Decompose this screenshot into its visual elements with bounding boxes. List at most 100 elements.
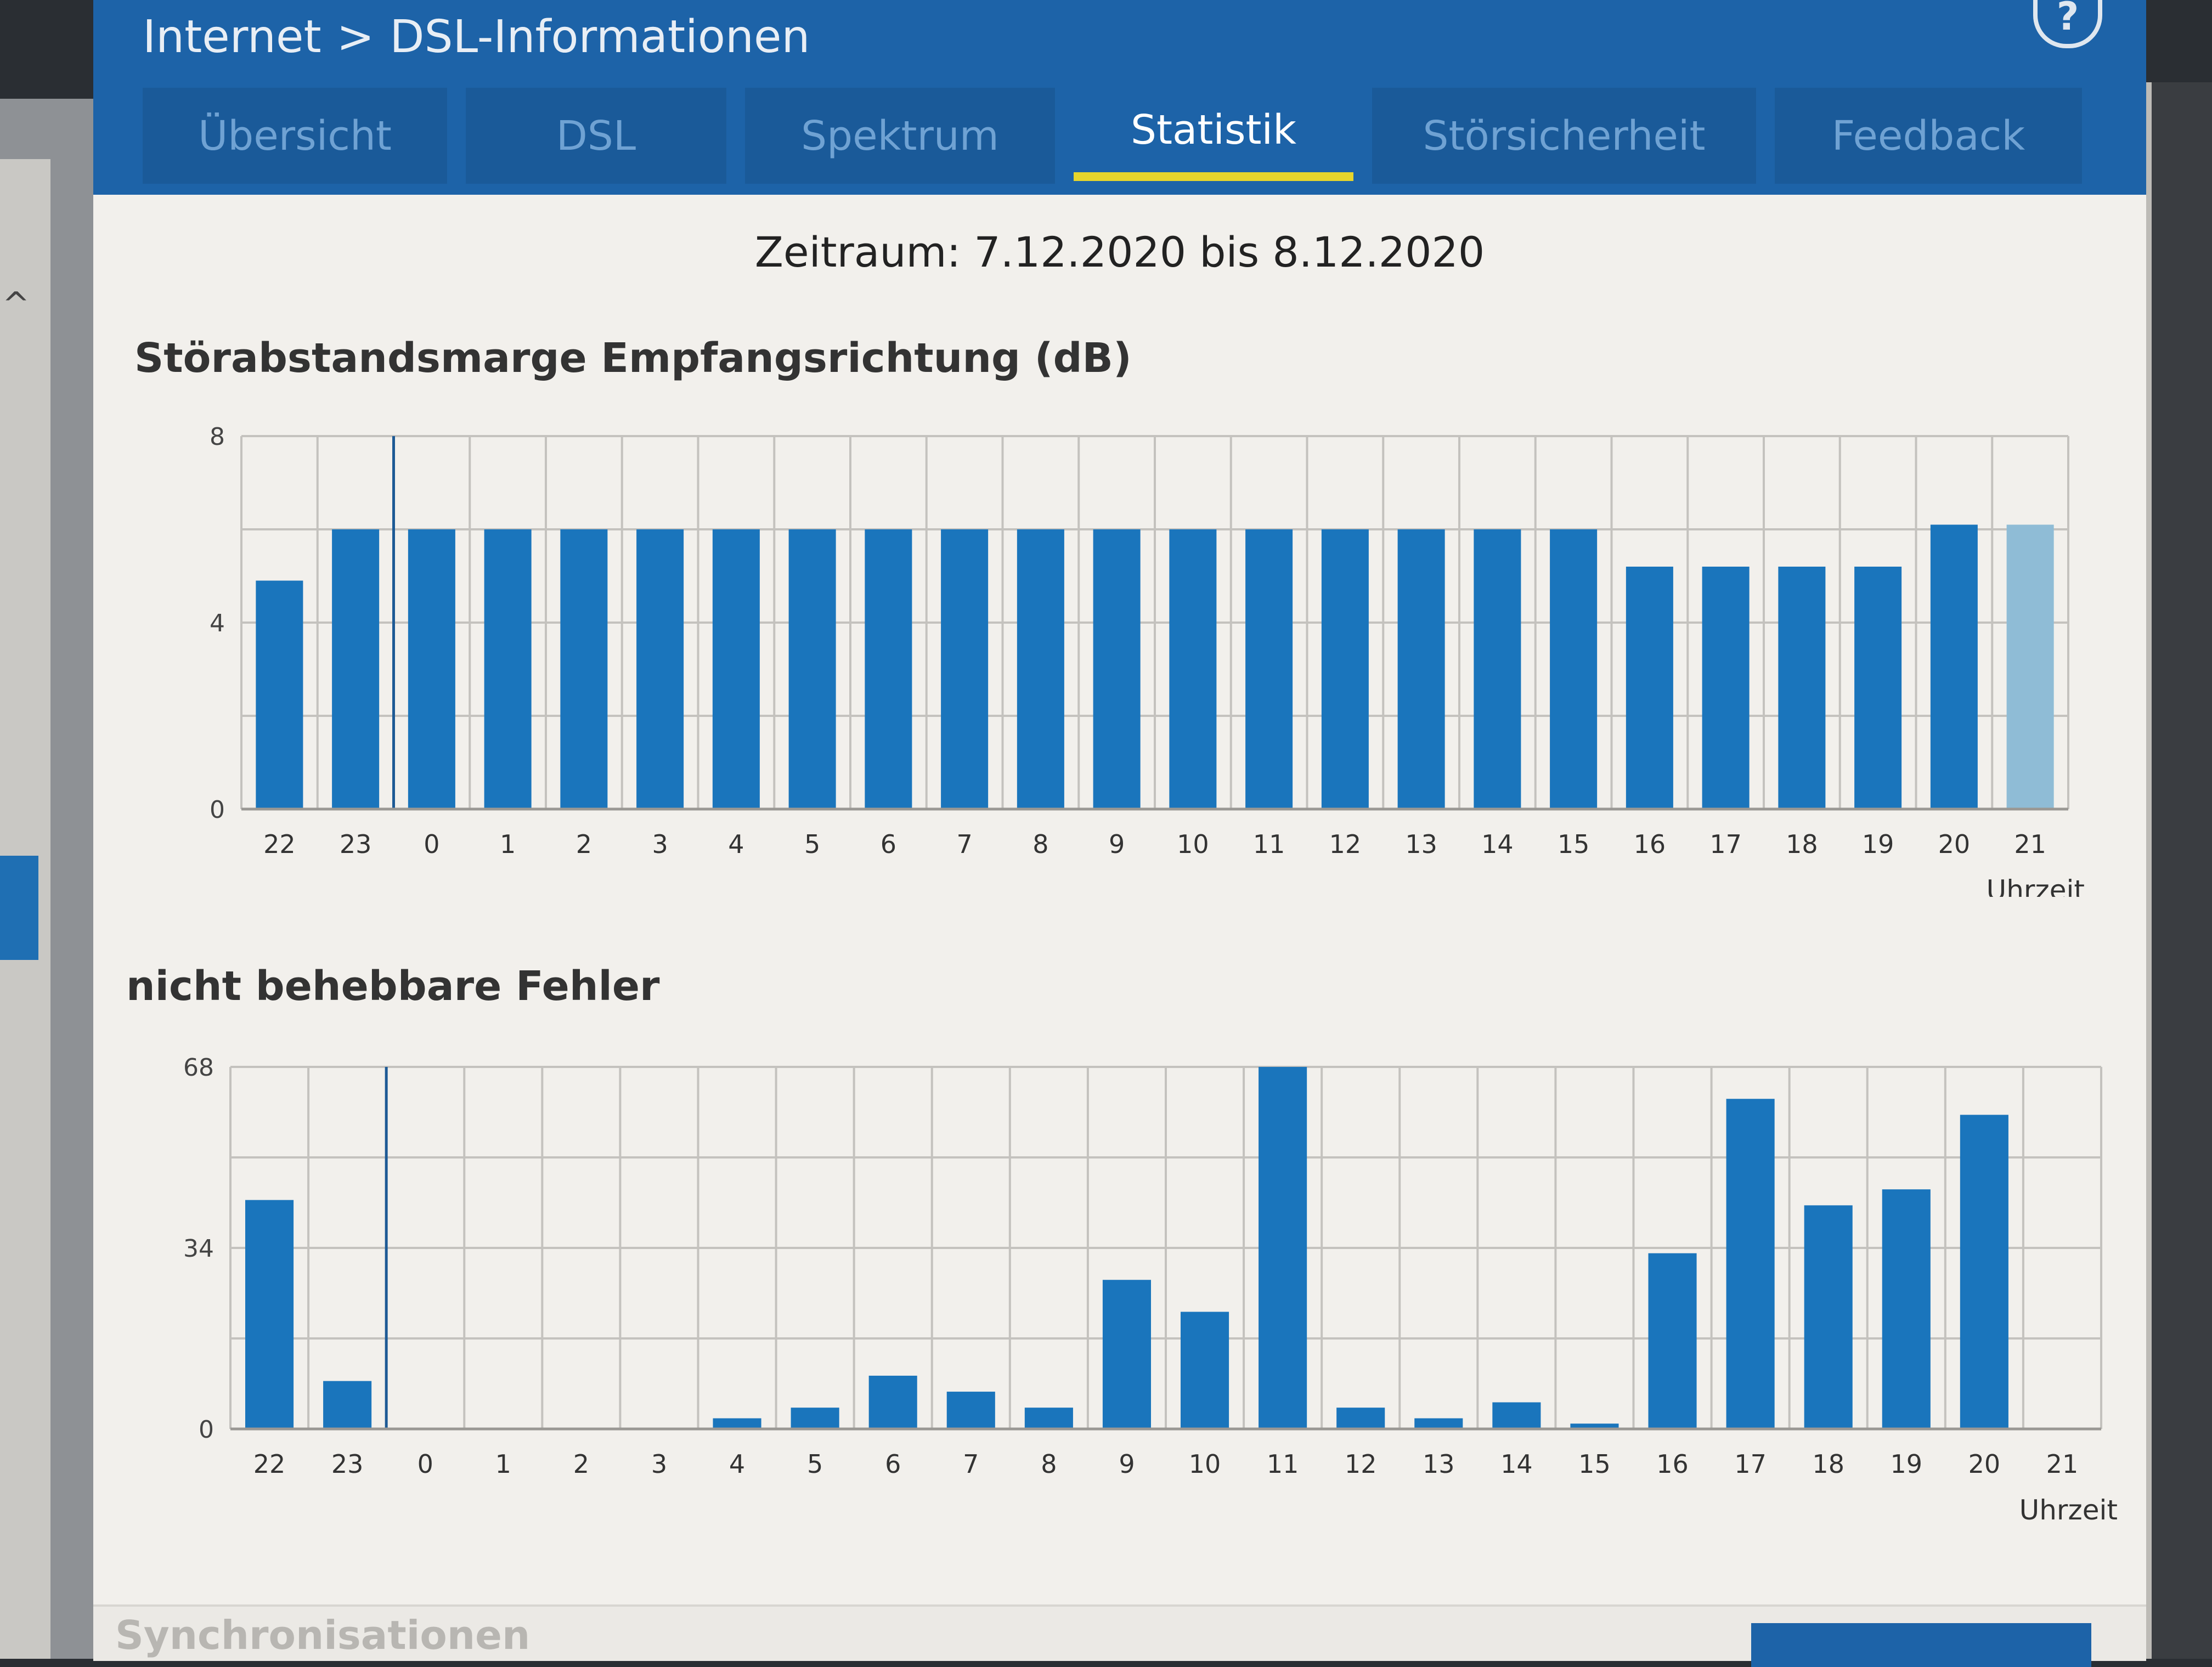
x-tick-label: 11 xyxy=(1267,1449,1299,1479)
x-axis-label: Uhrzeit xyxy=(2019,1494,2118,1526)
x-tick-label: 20 xyxy=(1938,829,1971,859)
x-tick-label: 22 xyxy=(253,1449,286,1479)
bar-18 xyxy=(1804,1205,1853,1429)
bar-19 xyxy=(1854,567,1902,809)
x-tick-label: 4 xyxy=(728,829,744,859)
bar-2 xyxy=(560,529,608,809)
bar-14 xyxy=(1492,1402,1541,1429)
bar-8 xyxy=(1017,529,1064,809)
bar-23 xyxy=(323,1381,372,1429)
breadcrumb-internet[interactable]: Internet xyxy=(143,11,321,63)
tab-bar: Übersicht DSL Spektrum Statistik Störsic… xyxy=(143,88,2082,184)
main-content: Zeitraum: 7.12.2020 bis 8.12.2020 Störab… xyxy=(93,195,2146,1667)
x-tick-label: 0 xyxy=(424,829,439,859)
period-label: Zeitraum: 7.12.2020 bis 8.12.2020 xyxy=(754,228,1485,276)
x-tick-label: 17 xyxy=(1734,1449,1767,1479)
x-tick-label: 6 xyxy=(885,1449,901,1479)
window-edge xyxy=(2152,82,2212,1659)
x-tick-label: 8 xyxy=(1032,829,1048,859)
x-tick-label: 3 xyxy=(651,1449,667,1479)
bar-9 xyxy=(1102,1280,1152,1429)
page-header: Internet > DSL-Informationen ? Übersicht… xyxy=(93,0,2146,195)
x-tick-label: 21 xyxy=(2014,829,2046,859)
x-tick-label: 12 xyxy=(1329,829,1362,859)
bar-1 xyxy=(484,529,532,809)
bar-9 xyxy=(1093,529,1141,809)
x-tick-label: 2 xyxy=(576,829,592,859)
bar-14 xyxy=(1474,529,1521,809)
chevron-up-icon[interactable]: ^ xyxy=(2,285,30,324)
x-tick-label: 18 xyxy=(1786,829,1818,859)
x-tick-label: 19 xyxy=(1862,829,1894,859)
bar-10 xyxy=(1169,529,1217,809)
bar-17 xyxy=(1726,1099,1775,1429)
bar-4 xyxy=(713,1418,761,1429)
bar-10 xyxy=(1180,1312,1229,1429)
y-tick-label: 0 xyxy=(199,1416,214,1444)
bar-3 xyxy=(636,529,684,809)
breadcrumb-separator-icon: > xyxy=(336,11,375,63)
x-tick-label: 9 xyxy=(1119,1449,1135,1479)
x-tick-label: 0 xyxy=(417,1449,433,1479)
bar-13 xyxy=(1414,1418,1463,1429)
x-tick-label: 9 xyxy=(1109,829,1125,859)
bar-17 xyxy=(1702,567,1750,809)
x-tick-label: 19 xyxy=(1891,1449,1923,1479)
bar-5 xyxy=(788,529,836,809)
x-tick-label: 6 xyxy=(881,829,896,859)
next-section: Synchronisationen xyxy=(93,1604,2146,1667)
bar-11 xyxy=(1245,529,1293,809)
chart-title-snr: Störabstandsmarge Empfangsrichtung (dB) xyxy=(134,335,1132,382)
tab-dsl[interactable]: DSL xyxy=(466,88,726,184)
tab-uebersicht[interactable]: Übersicht xyxy=(143,88,447,184)
tab-statistik[interactable]: Statistik xyxy=(1074,88,1353,181)
tab-spektrum[interactable]: Spektrum xyxy=(745,88,1055,184)
tab-stoersicherheit[interactable]: Störsicherheit xyxy=(1372,88,1756,184)
bar-19 xyxy=(1882,1189,1931,1429)
help-icon[interactable]: ? xyxy=(2033,0,2102,48)
x-tick-label: 1 xyxy=(495,1449,511,1479)
x-tick-label: 15 xyxy=(1578,1449,1611,1479)
x-tick-label: 10 xyxy=(1189,1449,1221,1479)
x-tick-label: 3 xyxy=(652,829,668,859)
x-tick-label: 15 xyxy=(1558,829,1590,859)
bar-15 xyxy=(1570,1423,1619,1429)
bar-22 xyxy=(256,580,303,809)
x-axis-label: Uhrzeit xyxy=(1987,874,2085,897)
x-tick-label: 1 xyxy=(500,829,516,859)
bar-8 xyxy=(1024,1408,1073,1429)
bar-21 xyxy=(2006,524,2054,809)
y-tick-label: 68 xyxy=(183,1054,214,1082)
bar-7 xyxy=(946,1392,995,1429)
x-tick-label: 21 xyxy=(2046,1449,2079,1479)
bar-4 xyxy=(712,529,760,809)
x-tick-label: 10 xyxy=(1177,829,1209,859)
bar-5 xyxy=(791,1408,839,1429)
x-tick-label: 8 xyxy=(1041,1449,1057,1479)
x-tick-label: 16 xyxy=(1634,829,1666,859)
bar-16 xyxy=(1626,567,1673,809)
bar-15 xyxy=(1550,529,1598,809)
bar-12 xyxy=(1321,529,1369,809)
y-tick-label: 8 xyxy=(210,423,225,451)
x-tick-label: 13 xyxy=(1405,829,1437,859)
x-tick-label: 11 xyxy=(1253,829,1285,859)
bar-13 xyxy=(1397,529,1445,809)
bar-16 xyxy=(1648,1253,1697,1429)
x-tick-label: 13 xyxy=(1423,1449,1455,1479)
bar-20 xyxy=(1960,1115,2008,1429)
x-tick-label: 16 xyxy=(1656,1449,1689,1479)
bar-20 xyxy=(1930,524,1978,809)
bar-18 xyxy=(1778,567,1826,809)
sidebar-active-marker[interactable] xyxy=(0,856,38,960)
x-tick-label: 22 xyxy=(263,829,296,859)
bar-12 xyxy=(1336,1408,1385,1429)
breadcrumb-current-page: DSL-Informationen xyxy=(390,11,810,63)
x-tick-label: 14 xyxy=(1500,1449,1533,1479)
tab-feedback[interactable]: Feedback xyxy=(1775,88,2082,184)
x-tick-label: 20 xyxy=(1968,1449,2001,1479)
x-tick-label: 17 xyxy=(1709,829,1742,859)
section-action-button[interactable] xyxy=(1751,1623,2091,1667)
